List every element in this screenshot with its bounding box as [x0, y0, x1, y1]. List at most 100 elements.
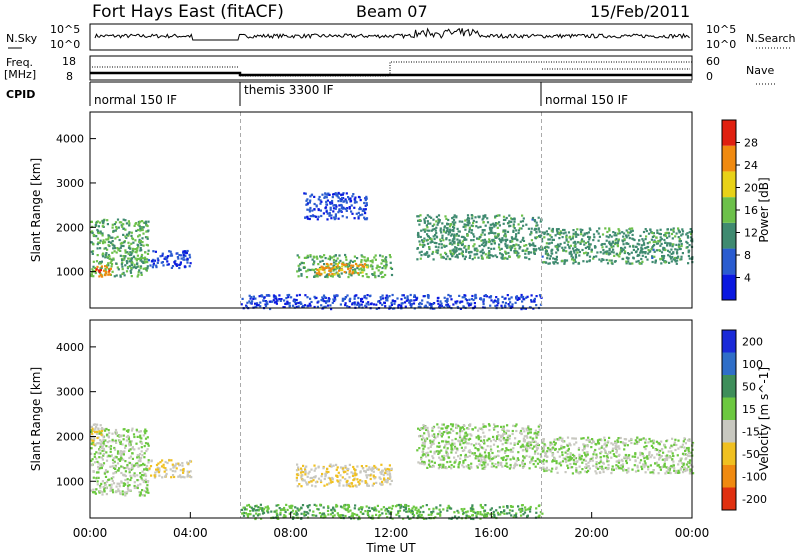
heatmap-cell-region-0 — [134, 266, 136, 268]
heatmap-cell-region-6 — [575, 441, 577, 443]
heatmap-cell-region-7 — [523, 217, 525, 219]
heatmap-cell-region-0 — [121, 259, 123, 261]
heatmap-cell-region-5 — [457, 455, 459, 457]
heatmap-cell-region-5 — [328, 267, 330, 269]
heatmap-cell-region-4 — [366, 476, 368, 478]
heatmap-cell-region-0 — [122, 234, 124, 236]
heatmap-cell-region-0 — [98, 442, 100, 444]
heatmap-cell-region-8 — [583, 244, 585, 246]
heatmap-cell-region-8 — [670, 258, 672, 260]
heatmap-cell-region-8 — [578, 263, 580, 265]
heatmap-cell-region-3 — [327, 510, 329, 512]
heatmap-cell-region-8 — [665, 235, 667, 237]
heatmap-cell-region-0 — [117, 462, 119, 464]
heatmap-cell-region-3 — [392, 505, 394, 507]
heatmap-cell-region-8 — [690, 228, 692, 230]
heatmap-cell-region-5 — [446, 443, 448, 445]
heatmap-cell-region-4 — [372, 261, 374, 263]
heatmap-cell-region-4 — [313, 465, 315, 467]
heatmap-cell-region-4 — [368, 466, 370, 468]
heatmap-cell-region-5 — [453, 443, 455, 445]
heatmap-cell-region-5 — [439, 464, 441, 466]
heatmap-cell-region-7 — [506, 217, 508, 219]
heatmap-cell-region-6 — [354, 202, 356, 204]
nsearch-label: N.Search — [746, 32, 796, 45]
heatmap-cell-region-7 — [493, 224, 495, 226]
heatmap-cell-region-7 — [440, 227, 442, 229]
heatmap-cell-region-7 — [449, 258, 451, 260]
heatmap-cell-region-3 — [420, 506, 422, 508]
heatmap-cell-region-5 — [482, 461, 484, 463]
heatmap-cell-region-8 — [629, 228, 631, 230]
heatmap-cell-region-8 — [648, 249, 650, 251]
heatmap-cell-region-2 — [170, 459, 172, 461]
heatmap-cell-region-8 — [639, 235, 641, 237]
heatmap-cell-region-8 — [573, 242, 575, 244]
heatmap-cell-region-3 — [248, 504, 250, 506]
heatmap-cell-region-3 — [297, 513, 299, 515]
heatmap-cell-region-4 — [368, 474, 370, 476]
heatmap-cell-region-0 — [110, 451, 112, 453]
heatmap-cell-region-4 — [344, 478, 346, 480]
heatmap-cell-region-3 — [407, 505, 409, 507]
heatmap-cell-region-5 — [453, 466, 455, 468]
heatmap-cell-region-0 — [128, 245, 130, 247]
heatmap-cell-region-6 — [630, 442, 632, 444]
heatmap-cell-region-0 — [140, 464, 142, 466]
heatmap-cell-region-0 — [105, 476, 107, 478]
heatmap-cell-region-8 — [642, 255, 644, 257]
heatmap-cell-region-3 — [302, 504, 304, 506]
heatmap-cell-region-8 — [574, 245, 576, 247]
heatmap-cell-region-3 — [354, 303, 356, 305]
heatmap-cell-region-3 — [430, 514, 432, 516]
velocity-heatmap-cells — [90, 320, 694, 520]
heatmap-cell-region-5 — [461, 447, 463, 449]
heatmap-cell-region-0 — [129, 441, 131, 443]
heatmap-cell-region-7 — [515, 233, 517, 235]
heatmap-cell-region-0 — [136, 266, 138, 268]
heatmap-cell-region-0 — [111, 433, 113, 435]
heatmap-cell-region-0 — [94, 453, 96, 455]
heatmap-cell-region-5 — [443, 424, 445, 426]
heatmap-cell-region-5 — [462, 442, 464, 444]
heatmap-cell-region-7 — [446, 223, 448, 225]
heatmap-cell-region-7 — [420, 230, 422, 232]
heatmap-cell-region-7 — [464, 226, 466, 228]
heatmap-cell-region-6 — [651, 445, 653, 447]
heatmap-cell-region-6 — [627, 470, 629, 472]
heatmap-cell-region-5 — [456, 448, 458, 450]
heatmap-cell-region-6 — [320, 215, 322, 217]
heatmap-cell-region-3 — [494, 300, 496, 302]
heatmap-cell-region-5 — [446, 427, 448, 429]
heatmap-cell-region-3 — [387, 297, 389, 299]
heatmap-cell-region-8 — [616, 253, 618, 255]
heatmap-cell-region-0 — [131, 464, 133, 466]
heatmap-cell-region-7 — [472, 222, 474, 224]
heatmap-cell-region-0 — [111, 484, 113, 486]
heatmap-cell-region-5 — [326, 263, 328, 265]
heatmap-cell-region-6 — [354, 197, 356, 199]
heatmap-cell-region-2 — [179, 264, 181, 266]
heatmap-cell-region-3 — [511, 510, 513, 512]
heatmap-cell-region-7 — [474, 253, 476, 255]
freq-panel: Freq. [MHz] 18 8 60 0 Nave — [4, 55, 776, 84]
heatmap-cell-region-5 — [421, 444, 423, 446]
heatmap-cell-region-8 — [551, 249, 553, 251]
heatmap-cell-region-3 — [489, 305, 491, 307]
heatmap-cell-region-6 — [656, 453, 658, 455]
heatmap-cell-region-0 — [106, 219, 108, 221]
heatmap-cell-region-7 — [497, 227, 499, 229]
heatmap-cell-region-8 — [546, 250, 548, 252]
heatmap-cell-region-8 — [625, 261, 627, 263]
heatmap-cell-region-3 — [382, 295, 384, 297]
heatmap-cell-region-0 — [104, 473, 106, 475]
heatmap-cell-region-3 — [477, 511, 479, 513]
heatmap-cell-region-3 — [292, 510, 294, 512]
heatmap-cell-region-6 — [332, 210, 334, 212]
heatmap-cell-region-3 — [353, 513, 355, 515]
heatmap-cell-region-7 — [533, 252, 535, 254]
heatmap-cell-region-8 — [617, 245, 619, 247]
heatmap-cell-region-3 — [421, 299, 423, 301]
heatmap-cell-region-5 — [452, 430, 454, 432]
heatmap-cell-region-5 — [509, 437, 511, 439]
